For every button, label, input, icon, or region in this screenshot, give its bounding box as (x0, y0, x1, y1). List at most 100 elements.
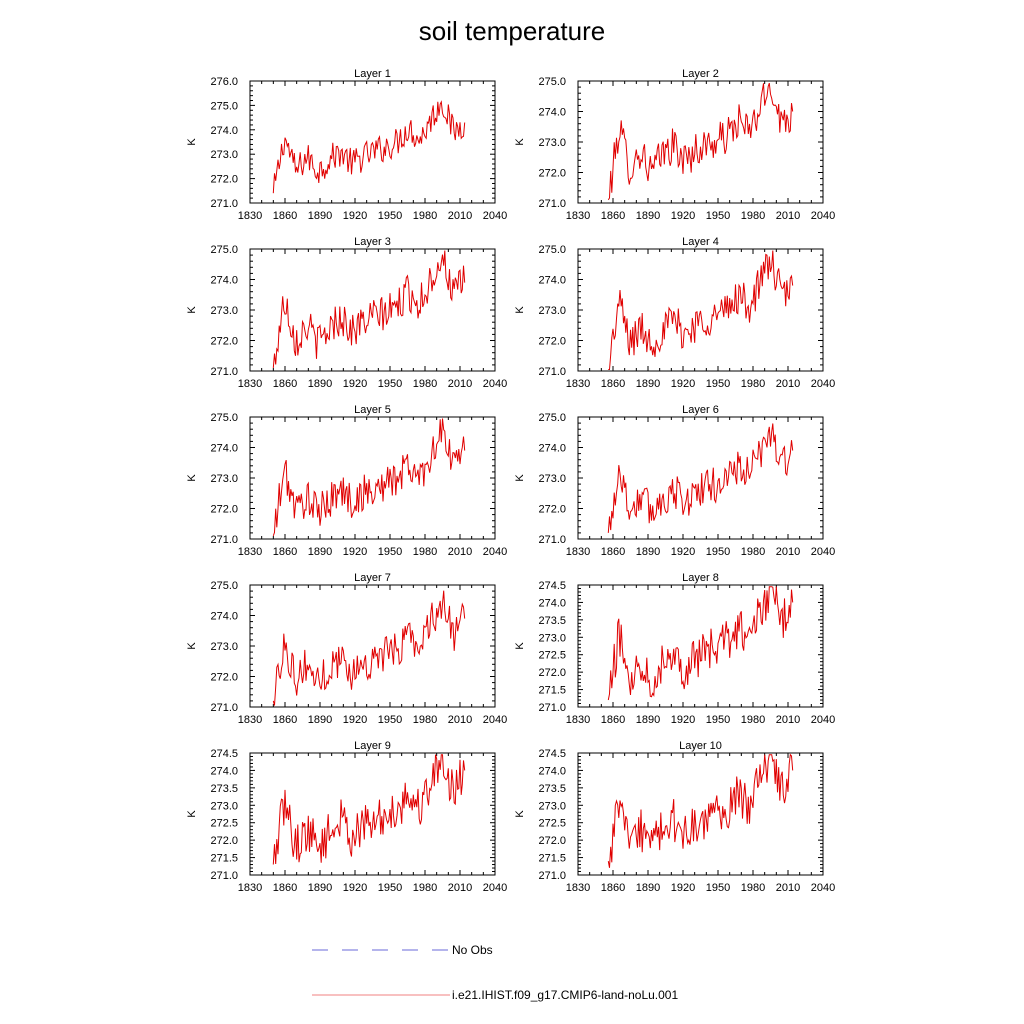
layer-1-ytick-label: 271.0 (210, 198, 238, 210)
layer-3-ylabel: K (186, 306, 198, 314)
layer-2-ytick-label: 272.0 (538, 168, 566, 180)
layer-1-xtick-label: 1830 (238, 210, 262, 222)
layer-9-ytick-label: 271.0 (210, 870, 238, 882)
layer-5-ytick-label: 272.0 (210, 504, 238, 516)
layer-2-xtick-label: 2010 (776, 210, 800, 222)
layer-10-ytick-label: 274.0 (538, 765, 566, 777)
layer-5-xtick-label: 1830 (238, 546, 262, 558)
layer-7-xtick-label: 1920 (343, 714, 367, 726)
layer-5-xtick-label: 1890 (308, 546, 332, 558)
figure-title: soil temperature (419, 16, 605, 46)
layer-6-xtick-label: 1920 (671, 546, 695, 558)
layer-1-ytick-label: 274.0 (210, 125, 238, 137)
layer-8-title: Layer 8 (682, 572, 719, 584)
layer-1-ytick-label: 272.0 (210, 174, 238, 186)
layer-9-ytick-label: 274.0 (210, 765, 238, 777)
layer-8-xtick-label: 1860 (601, 714, 625, 726)
layer-8-ytick-label: 272.5 (538, 650, 566, 662)
panel-layer-7: Layer 7 K 1830 1860 1890 1920 1950 1980 2010 2040… (186, 572, 507, 726)
layer-3-xtick-label: 1890 (308, 378, 332, 390)
layer-6-ytick-label: 275.0 (538, 412, 566, 424)
layer-2-ytick-label: 273.0 (538, 137, 566, 149)
layer-9-title: Layer 9 (354, 740, 391, 752)
layer-2-series-line (607, 82, 794, 201)
layer-8-series-line (607, 586, 794, 701)
layer-8-ytick-label: 274.0 (538, 597, 566, 609)
layer-4-xtick-label: 1920 (671, 378, 695, 390)
layer-8-xtick-label: 1950 (706, 714, 730, 726)
layer-9-ytick-label: 273.5 (210, 783, 238, 795)
panel-layer-10: Layer 10 K 1830 1860 1890 1920 1950 1980 2010 204… (514, 740, 835, 894)
layer-1-plot-frame (249, 80, 496, 204)
layer-9-ytick-label: 272.5 (210, 818, 238, 830)
layer-7-xtick-label: 1860 (273, 714, 297, 726)
panel-layer-6: Layer 6 K 1830 1860 1890 1920 1950 1980 2010 2040… (514, 404, 835, 558)
panel-layer-9: Layer 9 K 1830 1860 1890 1920 1950 1980 2010 2040… (186, 740, 507, 894)
layer-1-xtick-label: 2040 (483, 210, 507, 222)
layer-3-title: Layer 3 (354, 236, 391, 248)
legend-label-model: i.e21.IHIST.f09_g17.CMIP6-land-noLu.001 (452, 988, 678, 1002)
layer-4-ytick-label: 272.0 (538, 336, 566, 348)
layer-8-ylabel: K (514, 642, 526, 650)
layer-4-series-line (608, 250, 794, 370)
layer-2-ytick-label: 271.0 (538, 198, 566, 210)
layer-2-xtick-label: 1950 (706, 210, 730, 222)
layer-10-xtick-label: 1920 (671, 882, 695, 894)
layer-3-ytick-label: 272.0 (210, 336, 238, 348)
layer-2-xtick-label: 1980 (741, 210, 765, 222)
layer-10-ytick-label: 272.0 (538, 835, 566, 847)
layer-10-xtick-label: 2040 (811, 882, 835, 894)
layer-1-xtick-label: 1950 (378, 210, 402, 222)
panel-layer-1: Layer 1 K 1830 1860 1890 1920 1950 1980 2010 2040… (186, 68, 507, 222)
layer-5-xtick-label: 2040 (483, 546, 507, 558)
layer-9-xtick-label: 2040 (483, 882, 507, 894)
layer-2-ylabel: K (514, 138, 526, 146)
layer-5-ylabel: K (186, 474, 198, 482)
layer-2-xtick-label: 1830 (566, 210, 590, 222)
layer-2-ytick-label: 275.0 (538, 76, 566, 88)
layer-4-xtick-label: 2010 (776, 378, 800, 390)
layer-2-xtick-label: 1920 (671, 210, 695, 222)
layer-7-xtick-label: 2010 (448, 714, 472, 726)
layer-10-plot-frame (577, 752, 824, 876)
layer-4-xtick-label: 1830 (566, 378, 590, 390)
layer-7-series-line (272, 590, 466, 706)
layer-7-xtick-label: 1830 (238, 714, 262, 726)
layer-4-ytick-label: 273.0 (538, 305, 566, 317)
layer-3-xtick-label: 1920 (343, 378, 367, 390)
layer-10-ylabel: K (514, 810, 526, 818)
layer-1-ylabel: K (186, 138, 198, 146)
layer-1-title: Layer 1 (354, 68, 391, 80)
layer-2-xtick-label: 1890 (636, 210, 660, 222)
layer-6-xtick-label: 1890 (636, 546, 660, 558)
layer-10-xtick-label: 1830 (566, 882, 590, 894)
layer-7-xtick-label: 1980 (413, 714, 437, 726)
layer-7-ylabel: K (186, 642, 198, 650)
layer-1-ytick-label: 275.0 (210, 100, 238, 112)
panel-layer-5: Layer 5 K 1830 1860 1890 1920 1950 1980 2010 2040… (186, 404, 507, 558)
layer-7-ytick-label: 273.0 (210, 641, 238, 653)
layer-3-ytick-label: 274.0 (210, 275, 238, 287)
panels-group: Layer 1 K 1830 1860 1890 1920 1950 1980 2010 2040… (186, 68, 835, 894)
panel-layer-4: Layer 4 K 1830 1860 1890 1920 1950 1980 2010 2040… (514, 236, 835, 390)
layer-8-ytick-label: 273.5 (538, 615, 566, 627)
layer-8-xtick-label: 1980 (741, 714, 765, 726)
panel-layer-3: Layer 3 K 1830 1860 1890 1920 1950 1980 2010 2040… (186, 236, 507, 390)
layer-7-ytick-label: 272.0 (210, 672, 238, 684)
layer-1-series-line (272, 100, 466, 194)
layer-9-ytick-label: 271.5 (210, 853, 238, 865)
layer-10-xtick-label: 1890 (636, 882, 660, 894)
layer-1-xtick-label: 1890 (308, 210, 332, 222)
layer-4-ytick-label: 271.0 (538, 366, 566, 378)
layer-10-ytick-label: 274.5 (538, 748, 566, 760)
layer-10-ytick-label: 273.0 (538, 800, 566, 812)
layer-9-series-line (272, 754, 466, 865)
layer-3-xtick-label: 1950 (378, 378, 402, 390)
layer-8-ytick-label: 274.5 (538, 580, 566, 592)
layer-8-plot-frame (577, 584, 824, 708)
layer-10-xtick-label: 1980 (741, 882, 765, 894)
layer-2-xtick-label: 2040 (811, 210, 835, 222)
layer-8-xtick-label: 1920 (671, 714, 695, 726)
layer-10-xtick-label: 2010 (776, 882, 800, 894)
layer-10-series-line (607, 753, 794, 868)
